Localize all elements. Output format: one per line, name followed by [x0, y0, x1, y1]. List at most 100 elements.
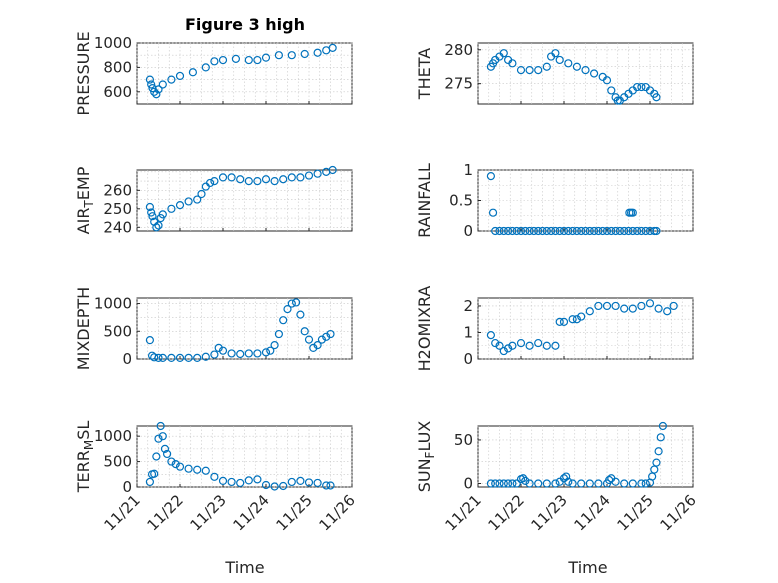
data-point — [236, 175, 245, 184]
data-point — [167, 75, 176, 84]
data-point — [564, 59, 573, 68]
data-point — [611, 301, 620, 311]
data-point — [154, 85, 163, 94]
data-point — [504, 226, 513, 236]
data-point — [266, 346, 275, 355]
data-point — [188, 68, 197, 77]
data-point — [577, 312, 586, 321]
data-point — [551, 479, 560, 488]
data-point — [206, 178, 215, 188]
data-point — [486, 479, 495, 488]
y-axis-label: RAINFALL — [415, 163, 434, 238]
data-point — [279, 316, 288, 325]
data-point — [236, 478, 245, 488]
data-point — [516, 66, 526, 75]
data-point — [650, 226, 659, 236]
data-point — [313, 169, 322, 178]
data-point — [641, 479, 650, 488]
data-point — [274, 51, 283, 60]
data-point — [632, 226, 642, 236]
x-tick-label: 11/25 — [273, 491, 316, 534]
data-point — [525, 226, 534, 236]
y-tick-label: 50 — [454, 431, 473, 449]
data-point — [519, 474, 528, 483]
data-point — [628, 479, 637, 488]
data-point — [326, 481, 335, 490]
data-point — [495, 479, 504, 488]
data-point — [589, 226, 599, 236]
x-axis-label-left: Time — [224, 558, 264, 577]
data-point — [551, 49, 560, 58]
data-point — [551, 341, 560, 350]
data-point — [542, 341, 551, 350]
data-point — [628, 226, 637, 236]
data-point — [495, 341, 504, 350]
data-point — [154, 221, 163, 230]
data-point — [261, 175, 271, 184]
data-point — [508, 341, 517, 350]
data-point — [201, 352, 210, 361]
data-point — [227, 477, 236, 487]
data-point — [218, 476, 228, 485]
data-point — [499, 226, 508, 236]
data-point — [516, 226, 526, 236]
data-point — [152, 90, 161, 99]
data-point — [287, 477, 296, 487]
data-point — [167, 457, 176, 466]
x-tick-label: 11/26 — [657, 491, 700, 534]
data-point — [270, 176, 279, 186]
y-tick-label: 1 — [463, 161, 473, 179]
y-tick-label: 1000 — [94, 34, 132, 52]
data-point — [244, 176, 253, 186]
data-point — [594, 301, 603, 311]
x-tick-label: 11/23 — [187, 491, 230, 534]
data-point — [568, 479, 577, 488]
data-point — [218, 55, 228, 65]
data-point — [313, 341, 322, 350]
data-point — [516, 338, 526, 348]
axes-box — [136, 297, 353, 360]
data-point — [304, 478, 314, 487]
data-point — [145, 202, 154, 212]
data-point — [253, 349, 262, 358]
data-point — [154, 434, 163, 443]
data-point — [218, 173, 228, 182]
data-point — [491, 226, 500, 236]
data-point — [279, 175, 288, 184]
y-tick-label: 280 — [444, 41, 473, 59]
data-point — [167, 353, 176, 362]
data-point — [175, 71, 185, 81]
data-point — [175, 201, 185, 210]
data-point — [322, 481, 331, 490]
data-point — [628, 304, 637, 313]
y-tick-label: 1 — [463, 323, 473, 341]
y-tick-label: 250 — [103, 200, 132, 218]
panel-h2omixra: 0 1 2 H2OMIXRA — [415, 286, 694, 372]
y-tick-label: 0 — [463, 222, 473, 240]
data-point — [521, 226, 530, 236]
data-point — [564, 226, 573, 236]
data-point — [244, 55, 253, 65]
data-point — [589, 69, 599, 78]
data-point — [270, 482, 279, 491]
data-point — [620, 479, 629, 488]
data-point — [210, 472, 219, 481]
data-point — [499, 346, 508, 356]
data-point — [555, 226, 564, 236]
data-point — [581, 226, 590, 236]
y-tick-label: 0 — [463, 350, 473, 368]
data-point — [577, 479, 586, 488]
data-point — [214, 343, 223, 353]
data-point — [602, 226, 612, 236]
data-point — [620, 304, 629, 313]
data-point — [628, 208, 637, 217]
y-axis-label: H2OMIXRA — [415, 286, 434, 372]
data-point — [572, 226, 582, 236]
data-point — [598, 226, 607, 236]
y-axis-label: PRESSURE — [74, 31, 93, 115]
data-point — [274, 329, 283, 339]
data-point — [244, 476, 253, 485]
axes-box — [477, 297, 694, 360]
data-point — [542, 479, 551, 488]
data-point — [313, 48, 322, 57]
